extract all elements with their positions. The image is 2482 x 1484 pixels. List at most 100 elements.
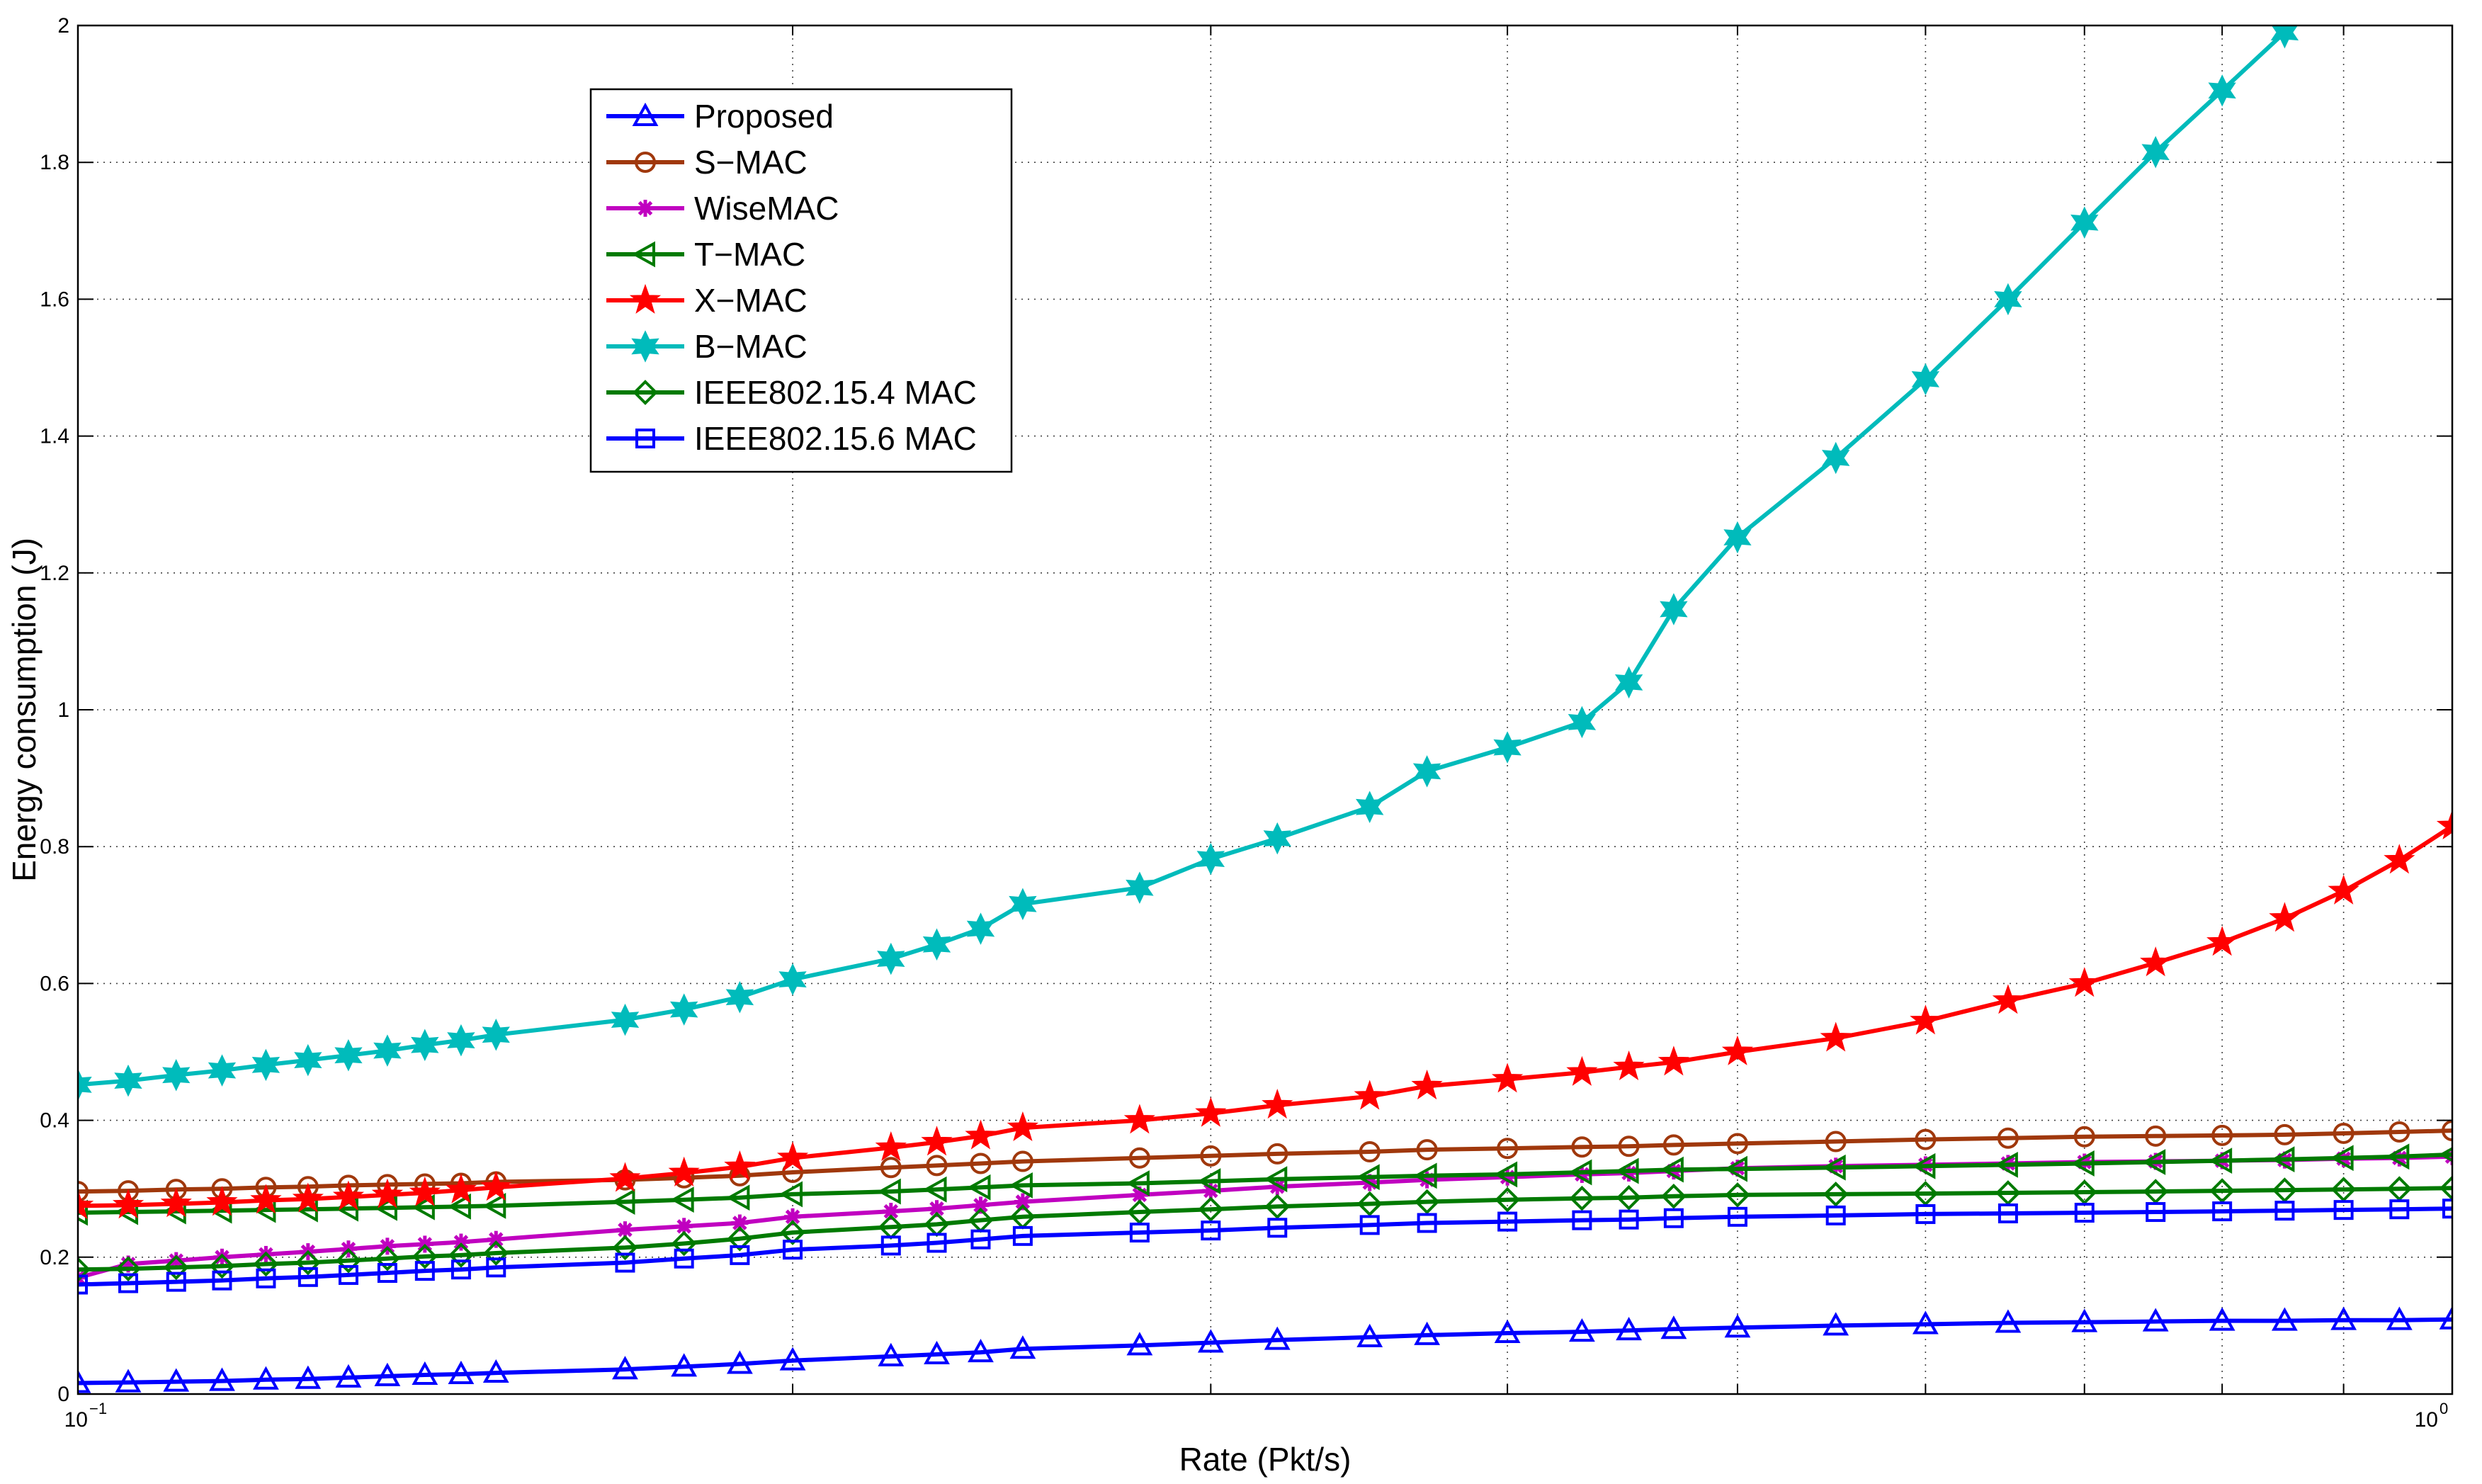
asterisk-stroke — [453, 1235, 469, 1250]
data-point-s-mac — [1915, 1128, 1937, 1150]
y-tick-label: 2 — [57, 14, 69, 38]
legend-item-s-mac: S−MAC — [606, 144, 808, 181]
series-line-s-mac — [78, 1128, 2452, 1194]
legend-label: Proposed — [694, 98, 834, 135]
series-line-ieee802-15-6-mac — [78, 1206, 2452, 1287]
data-point-proposed — [726, 1350, 753, 1374]
data-point-ieee802-15-6-mac — [166, 1271, 186, 1292]
data-point-x-mac — [609, 1162, 641, 1192]
data-point-ieee802-15-6-mac — [377, 1263, 397, 1284]
data-point-b-mac — [778, 963, 807, 996]
data-point-x-mac — [776, 1141, 809, 1172]
data-point-s-mac — [1726, 1133, 1748, 1155]
data-point-proposed — [1568, 1318, 1595, 1342]
data-point-ieee802-15-6-mac — [1572, 1210, 1592, 1230]
data-point-ieee802-15-4-mac — [1414, 1189, 1440, 1215]
legend-label: T−MAC — [694, 236, 805, 273]
asterisk-stroke — [1203, 1183, 1218, 1199]
data-point-proposed — [163, 1368, 190, 1392]
data-point-b-mac — [2208, 74, 2236, 107]
data-point-proposed — [878, 1342, 905, 1366]
data-point-s-mac — [2442, 1120, 2452, 1142]
data-point-b-mac — [1821, 441, 1850, 475]
legend-item-proposed: Proposed — [606, 98, 834, 135]
legend-marker — [629, 283, 662, 314]
data-point-x-mac — [1910, 1004, 1942, 1035]
data-point-x-mac — [332, 1180, 365, 1211]
data-point-t-mac — [1615, 1157, 1639, 1184]
data-point-ieee802-15-4-mac — [1569, 1185, 1595, 1211]
data-point-ieee802-15-4-mac — [412, 1244, 438, 1269]
data-point-t-mac — [1356, 1164, 1380, 1191]
data-point-s-mac — [1266, 1143, 1288, 1165]
data-point-ieee802-15-6-mac — [298, 1267, 318, 1287]
legend-label: IEEE802.15.6 MAC — [694, 420, 977, 457]
legend-item-b-mac: B−MAC — [606, 328, 808, 365]
data-point-s-mac — [1618, 1135, 1640, 1157]
data-point-ieee802-15-6-mac — [1915, 1203, 1936, 1224]
y-tick-label: 1.4 — [40, 425, 69, 448]
data-point-t-mac — [447, 1193, 471, 1220]
y-tick-label: 1.8 — [40, 151, 69, 174]
data-point-ieee802-15-4-mac — [1356, 1191, 1383, 1217]
data-point-s-mac — [2145, 1125, 2167, 1147]
x-tick-label: 10 0 — [2415, 1400, 2449, 1432]
data-point-x-mac — [445, 1173, 477, 1203]
data-point-t-mac — [2070, 1150, 2095, 1177]
data-point-ieee802-15-6-mac — [2333, 1200, 2354, 1220]
data-point-ieee802-15-6-mac — [1201, 1220, 1221, 1241]
x-tick-label-base: 10 — [2415, 1408, 2438, 1432]
data-point-proposed — [412, 1361, 438, 1385]
data-point-t-mac — [1723, 1155, 1747, 1182]
asterisk-stroke — [638, 200, 653, 216]
data-point-ieee802-15-6-mac — [1417, 1213, 1437, 1233]
data-point-ieee802-15-6-mac — [2212, 1201, 2233, 1222]
data-point-b-mac — [2270, 26, 2299, 49]
data-point-ieee802-15-6-mac — [2442, 1199, 2452, 1219]
data-point-x-mac — [250, 1184, 282, 1214]
data-point-b-mac — [1412, 755, 1441, 788]
x-tick-label-exponent: 0 — [2440, 1400, 2448, 1417]
data-point-s-mac — [1571, 1136, 1593, 1158]
data-point-b-mac — [1126, 871, 1154, 904]
data-point-t-mac — [2209, 1148, 2233, 1174]
data-point-x-mac — [921, 1126, 953, 1156]
data-point-proposed — [482, 1359, 509, 1383]
data-point-b-mac — [2141, 135, 2170, 169]
data-point-t-mac — [778, 1181, 803, 1208]
data-point-t-mac — [967, 1174, 991, 1201]
data-point-x-mac — [2269, 902, 2301, 932]
asterisk-stroke — [1015, 1194, 1031, 1209]
data-point-proposed — [209, 1367, 235, 1391]
data-point-proposed — [2071, 1308, 2098, 1332]
data-point-t-mac — [1493, 1161, 1518, 1188]
series-ieee802-15-4-mac — [78, 1175, 2452, 1283]
x-tick-label-base: 10 — [64, 1408, 88, 1432]
data-point-x-mac — [292, 1182, 324, 1213]
legend-marker — [632, 102, 659, 126]
asterisk-stroke — [929, 1201, 944, 1216]
data-point-x-mac — [160, 1187, 192, 1218]
data-point-t-mac — [1912, 1152, 1936, 1179]
data-point-proposed — [1197, 1329, 1224, 1353]
data-point-proposed — [374, 1362, 401, 1386]
data-point-proposed — [779, 1347, 806, 1371]
data-point-x-mac — [1721, 1035, 1754, 1065]
data-point-ieee802-15-4-mac — [78, 1257, 91, 1283]
asterisk-stroke — [732, 1216, 747, 1230]
data-point-t-mac — [373, 1194, 397, 1221]
data-point-x-mac — [1992, 984, 2024, 1014]
data-point-b-mac — [1355, 791, 1384, 823]
data-point-ieee802-15-4-mac — [209, 1253, 235, 1279]
data-point-b-mac — [1614, 666, 1643, 699]
x-tick-label: 10 −1 — [64, 1400, 107, 1432]
data-point-b-mac — [411, 1029, 439, 1062]
data-point-x-mac — [2436, 809, 2452, 840]
data-point-b-mac — [1723, 521, 1752, 554]
data-point-t-mac — [1568, 1159, 1592, 1186]
data-point-b-mac — [669, 993, 698, 1026]
legend-marker — [633, 380, 658, 405]
data-point-b-mac — [1263, 822, 1291, 855]
data-point-wisemac — [78, 1269, 86, 1286]
